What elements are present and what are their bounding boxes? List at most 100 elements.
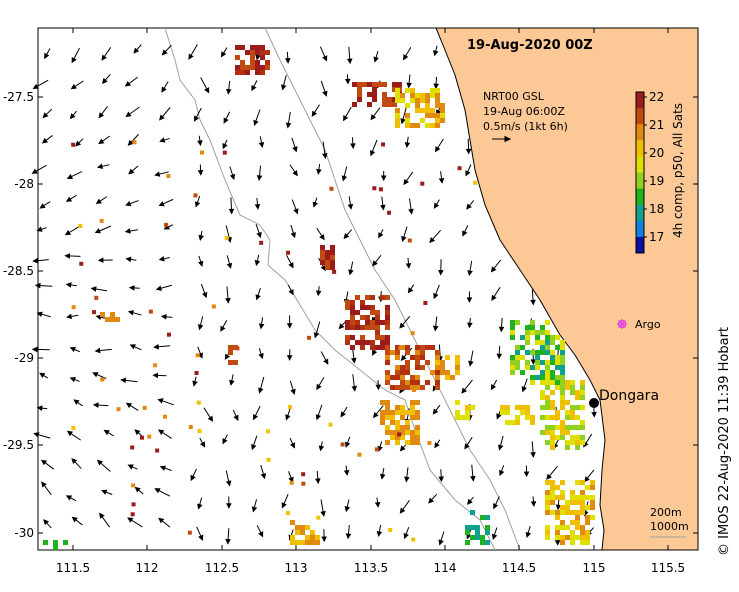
sst-pixel: [435, 380, 440, 385]
sst-pixel: [545, 490, 550, 495]
current-arrow-head: [403, 532, 409, 540]
current-arrow-head: [399, 445, 406, 452]
sst-pixel: [188, 425, 193, 430]
current-arrow-head: [461, 387, 468, 394]
sst-pixel: [325, 250, 330, 255]
sst-pixel: [405, 430, 410, 435]
sst-pixel: [570, 540, 575, 545]
sst-pixel: [395, 425, 400, 430]
sst-pixel: [372, 87, 377, 92]
current-arrow-head: [95, 198, 102, 205]
sst-pixel: [580, 505, 585, 510]
sst-pixel: [360, 335, 365, 340]
current-arrow-head: [401, 235, 407, 243]
current-arrow-head: [321, 536, 327, 543]
sst-pixel: [193, 193, 198, 198]
sst-pixel: [415, 375, 420, 380]
sst-pixel: [560, 390, 565, 395]
sst-pixel: [320, 245, 325, 250]
sst-pixel: [345, 300, 350, 305]
sst-pixel: [550, 480, 555, 485]
sst-pixel: [580, 420, 585, 425]
current-arrow-head: [153, 343, 159, 350]
current-arrow-head: [161, 49, 168, 56]
sst-pixel: [266, 457, 271, 462]
current-arrow-head: [346, 58, 353, 65]
sst-pixel: [475, 525, 480, 530]
sst-pixel: [540, 370, 545, 375]
sst-pixel: [435, 350, 440, 355]
current-arrow-head: [467, 270, 473, 277]
current-arrow-head: [399, 507, 406, 514]
sst-pixel: [392, 102, 397, 107]
sst-pixel: [130, 512, 135, 517]
sst-pixel: [585, 515, 590, 520]
sst-pixel: [390, 350, 395, 355]
sst-pixel: [440, 103, 445, 108]
current-arrow-head: [75, 140, 82, 147]
lon-tick-label: 113: [285, 561, 308, 575]
sst-pixel: [540, 360, 545, 365]
sst-pixel: [550, 370, 555, 375]
current-arrow-head: [490, 383, 497, 391]
current-arrow-head: [159, 114, 165, 121]
sst-pixel: [164, 222, 169, 227]
sst-pixel: [525, 360, 530, 365]
sst-pixel: [53, 540, 58, 545]
sst-pixel: [545, 335, 550, 340]
current-arrow-head: [223, 117, 229, 124]
current-arrow-head: [154, 488, 161, 494]
sst-pixel: [377, 82, 382, 87]
lon-tick-label: 112.5: [205, 561, 239, 575]
sst-pixel: [540, 350, 545, 355]
contour-label-1000m: 1000m: [650, 520, 689, 533]
sst-pixel: [465, 540, 470, 545]
sst-pixel: [330, 250, 335, 255]
sst-pixel: [250, 50, 255, 55]
lon-tick-label: 113.5: [354, 561, 388, 575]
current-arrow-head: [491, 294, 497, 301]
sst-pixel: [435, 365, 440, 370]
sst-pixel: [110, 317, 115, 322]
current-arrow-head: [95, 314, 102, 321]
sst-pixel: [310, 535, 315, 540]
sst-pixel: [310, 540, 315, 545]
sst-pixel: [350, 320, 355, 325]
sst-pixel: [378, 187, 383, 192]
current-arrow-head: [127, 139, 134, 146]
sst-pixel: [375, 310, 380, 315]
current-arrow-head: [161, 86, 167, 93]
sst-pixel: [196, 400, 201, 405]
sst-pixel: [228, 350, 233, 355]
sst-pixel: [485, 525, 490, 530]
current-arrow-head: [96, 459, 103, 466]
sst-pixel: [320, 255, 325, 260]
current-arrow-head: [316, 383, 322, 391]
sst-pixel: [374, 447, 379, 452]
current-arrow-head: [288, 289, 294, 296]
sst-pixel: [405, 420, 410, 425]
current-arrow-head: [433, 50, 439, 57]
sst-pixel: [375, 330, 380, 335]
current-arrow-head: [340, 411, 346, 418]
sst-pixel: [540, 340, 545, 345]
sst-pixel: [485, 530, 490, 535]
sst-pixel: [545, 510, 550, 515]
sst-pixel: [555, 365, 560, 370]
sst-pixel: [390, 420, 395, 425]
sst-pixel: [345, 320, 350, 325]
sst-pixel: [510, 335, 515, 340]
sst-pixel: [555, 410, 560, 415]
colorbar-tick-label: 22: [649, 90, 664, 104]
land-mass: [435, 27, 699, 551]
sst-pixel: [515, 350, 520, 355]
sst-pixel: [382, 92, 387, 97]
sst-pixel: [415, 435, 420, 440]
current-arrow-head: [36, 405, 43, 411]
sst-pixel: [545, 385, 550, 390]
sst-pixel: [545, 505, 550, 510]
sst-pixel: [425, 345, 430, 350]
sst-pixel: [420, 118, 425, 123]
sst-pixel: [560, 340, 565, 345]
sst-pixel: [550, 390, 555, 395]
